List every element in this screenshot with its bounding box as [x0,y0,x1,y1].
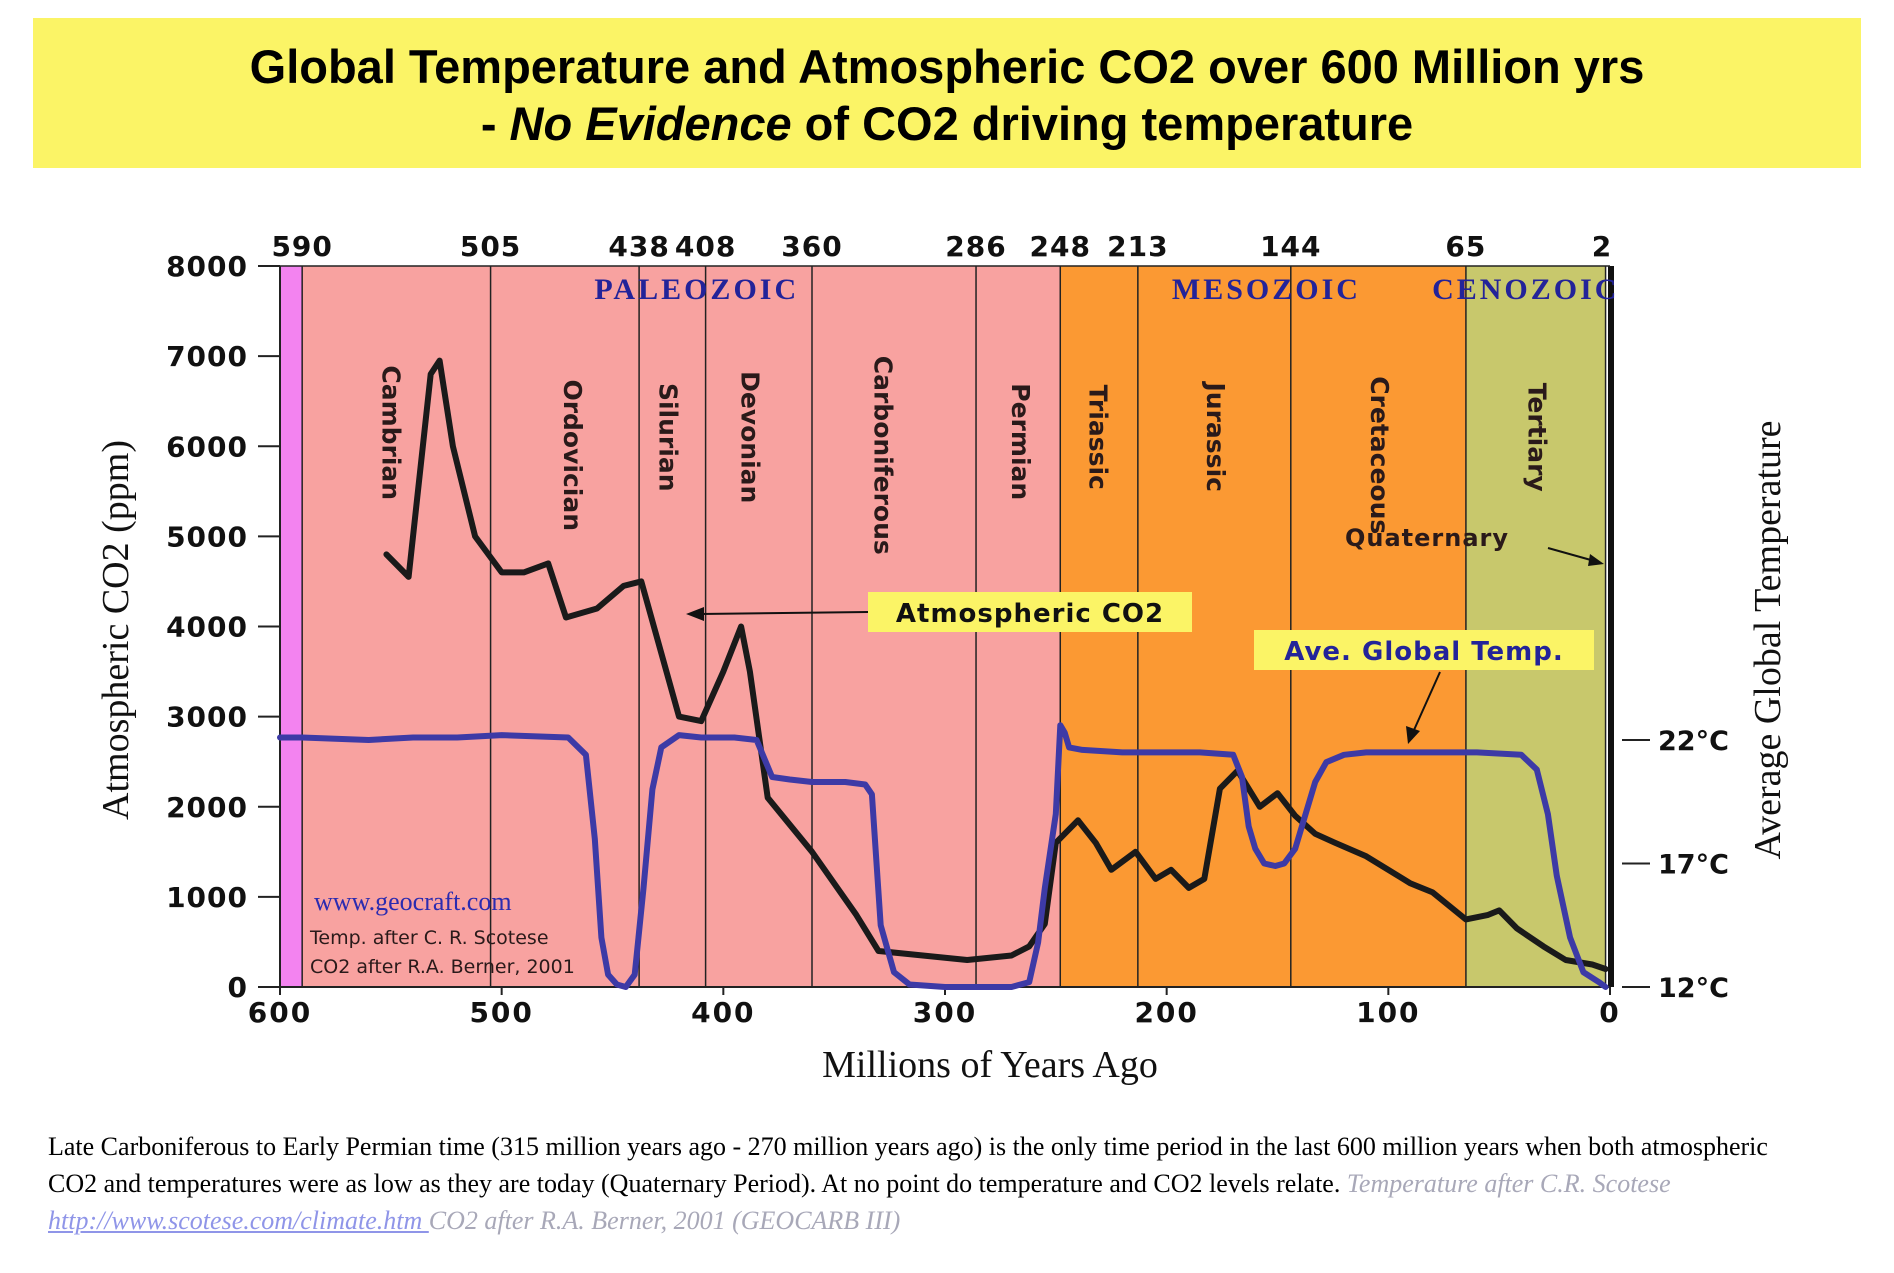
top-boundary-label-2: 2 [1592,230,1612,263]
top-boundary-label-590: 590 [271,230,332,263]
era-label-mesozoic: MESOZOIC [1172,273,1361,306]
y-tick-label-3000: 3000 [166,701,248,734]
y-tick-label-2000: 2000 [166,791,248,824]
y-tick-label-0: 0 [228,971,248,1004]
caption: Late Carboniferous to Early Permian time… [48,1128,1788,1239]
present-edge-bar [1608,266,1614,987]
top-boundary-label-144: 144 [1260,230,1321,263]
y2-tick-label-12: 12°C [1658,973,1729,1004]
period-label-devonian: Devonian [735,371,764,503]
caption-citation-temp: Temperature after C.R. Scotese [1346,1169,1671,1198]
y-axis-title: Atmospheric CO2 (ppm) [95,440,137,820]
caption-citation-co2: CO2 after R.A. Berner, 2001 (GEOCARB III… [428,1206,901,1235]
title-line-2: - No Evidence of CO2 driving temperature [33,95,1861,152]
top-boundary-label-213: 213 [1107,230,1168,263]
website-credit: www.geocraft.com [314,887,512,916]
y-tick-label-4000: 4000 [166,611,248,644]
y-tick-label-7000: 7000 [166,340,248,373]
temp-annotation-label: Ave. Global Temp. [1284,637,1563,667]
y2-tick-label-22: 22°C [1658,726,1729,757]
co2-annotation-box [868,592,1192,632]
x-tick-label-400: 400 [691,996,755,1029]
era-label-paleozoic: PALEOZOIC [594,273,799,306]
x-tick-label-600: 600 [248,996,312,1029]
temp-annotation-box [1254,630,1594,670]
y-tick-label-5000: 5000 [166,520,248,553]
co2-annotation-arrowhead [686,607,704,621]
top-boundary-label-65: 65 [1445,230,1486,263]
y2-tick-label-17: 17°C [1658,850,1729,881]
period-label-carboniferous: Carboniferous [868,356,897,555]
x-tick-label-300: 300 [913,996,977,1029]
y-tick-label-1000: 1000 [166,881,248,914]
precambrian-band [280,266,303,987]
period-label-permian: Permian [1006,383,1035,500]
x-tick-label-0: 0 [1599,996,1620,1029]
x-tick-label-100: 100 [1356,996,1420,1029]
top-boundary-label-248: 248 [1030,230,1091,263]
era-label-cenozoic: CENOZOIC [1432,273,1619,306]
period-label-triassic: Triassic [1083,385,1112,490]
title-line-2-suffix: of CO2 driving temperature [791,97,1414,150]
quaternary-label: Quaternary [1345,524,1509,552]
temp-annotation-arrow [1413,671,1441,731]
caption-source-link[interactable]: http://www.scotese.com/climate.htm [48,1206,429,1235]
period-label-tertiary: Tertiary [1522,383,1551,492]
caption-body: Late Carboniferous to Early Permian time… [48,1132,1768,1198]
period-label-cambrian: Cambrian [376,365,405,500]
top-boundary-label-438: 438 [608,230,669,263]
x-tick-label-200: 200 [1134,996,1198,1029]
title-emphasis: No Evidence [509,97,792,150]
co2-annotation-arrow [699,611,869,615]
temp-source-credit: Temp. after C. R. Scotese [309,927,549,949]
title-line-2-prefix: - [480,97,510,150]
y-tick-label-6000: 6000 [166,430,248,463]
title-banner: Global Temperature and Atmospheric CO2 o… [33,18,1861,168]
co2-source-credit: CO2 after R.A. Berner, 2001 [310,956,575,978]
period-label-cretaceous: Cretaceous [1365,376,1394,534]
period-label-ordovician: Ordovician [558,379,587,531]
quaternary-arrowhead [1588,554,1604,566]
top-boundary-label-408: 408 [675,230,736,263]
co2-annotation-label: Atmospheric CO2 [896,599,1164,629]
series-line-co2 [383,357,1609,972]
x-axis-title: Millions of Years Ago [822,1044,1158,1086]
top-boundary-label-286: 286 [945,230,1006,263]
period-label-jurassic: Jurassic [1201,381,1230,492]
temp-annotation-arrowhead [1406,726,1420,744]
top-boundary-label-360: 360 [781,230,842,263]
co2-temperature-chart: 590 505 438 408 360 286 248 213 144 65 2 PALEOZOIC M… [95,230,1789,1086]
top-boundary-label-505: 505 [460,230,521,263]
y-tick-label-8000: 8000 [166,250,248,283]
title-line-1: Global Temperature and Atmospheric CO2 o… [249,40,1645,93]
era-band-cenozoic [1465,266,1606,987]
series-line-temperature [277,722,1609,990]
x-tick-label-500: 500 [469,996,533,1029]
y2-axis-title: Average Global Temperature [1747,420,1789,859]
period-label-silurian: Silurian [653,383,682,492]
